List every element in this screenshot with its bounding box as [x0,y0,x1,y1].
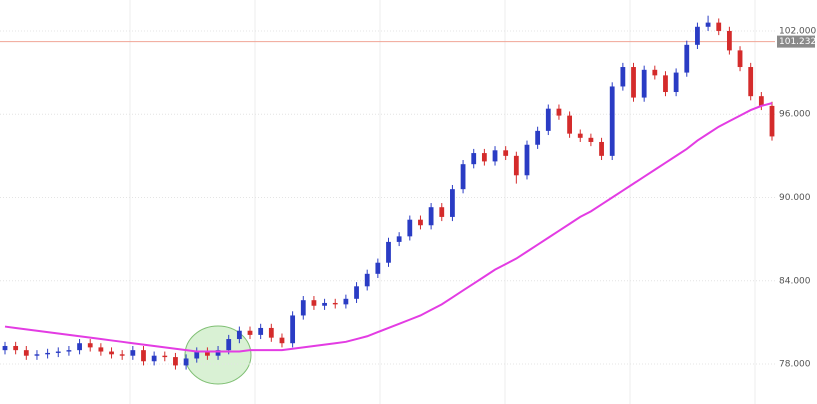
candle-body [588,137,594,142]
candle-body [567,115,572,134]
candle-body [141,350,146,362]
candle-body [364,273,370,287]
candle-body [577,133,583,138]
candle-body [87,343,93,348]
candle-body [471,153,477,165]
vertical-grid [129,0,756,404]
candle-body [418,219,423,226]
candle-body [55,351,61,353]
candle-body [513,155,519,176]
y-tick-label: 78.000 [779,360,811,370]
candle-body [215,350,221,356]
candle-body [726,30,732,51]
y-tick-label: 90.000 [779,193,811,203]
candle-body [119,354,125,356]
candle-body [34,354,40,356]
candle-body [535,130,541,145]
candle-body [45,352,51,355]
candle-body [162,355,168,358]
candle-body [716,22,722,31]
candle-body [226,339,232,351]
candle-body [524,144,530,176]
candle-body [684,44,690,73]
candle-body [290,315,296,344]
candle-body [663,75,668,93]
candle-body [311,300,317,306]
candle-body [620,67,626,87]
candle-body [705,22,711,27]
y-tick-label: 96.000 [779,110,811,120]
candle-body [258,327,264,335]
candle-body [77,343,82,351]
y-tick-label: 84.000 [779,276,811,286]
candle-body [428,207,434,226]
candle-body [130,350,136,356]
price-label-box [777,35,815,48]
candle-body [492,150,498,162]
price-label: 101.232 [779,37,816,47]
candle-body [450,189,455,217]
candle-body [407,219,413,237]
candle-body [556,108,562,116]
candle-body [2,345,8,351]
candle-body [609,86,615,156]
candle-body [375,262,381,274]
candle-body [631,67,636,98]
candle-body [279,337,285,344]
candle-body [268,327,274,338]
candle-body [343,298,349,305]
candle-body [737,50,743,68]
candle-body [23,350,29,356]
candle-body [641,69,647,98]
candle-body [109,351,114,355]
candle-body [503,150,509,156]
candle-body [652,69,658,76]
candle-body [396,236,402,242]
candle-body [386,241,391,263]
candle-body [13,345,19,351]
candle-body [183,358,189,366]
candle-body [194,351,200,359]
y-tick-label: 102.000 [779,26,816,36]
candle-body [769,105,775,137]
candle-body [748,67,754,97]
candle-body [98,347,104,352]
candle-body [439,207,445,217]
candle-body [66,350,72,352]
candle-body [545,108,551,131]
candle-body [332,302,338,305]
candle-body [205,351,210,356]
candle-body [151,355,157,362]
candle-body [695,26,700,45]
candle-body [460,164,466,190]
candle-body [673,72,679,93]
candle-body [481,153,487,162]
candle-body [173,357,178,366]
candle-body [300,300,306,316]
candle-body [322,302,327,306]
candle-body [236,330,242,340]
candle-body [354,286,359,299]
candle-body [599,141,604,156]
candle-body [758,96,764,106]
moving-average [4,102,773,353]
candle-body [247,330,253,335]
